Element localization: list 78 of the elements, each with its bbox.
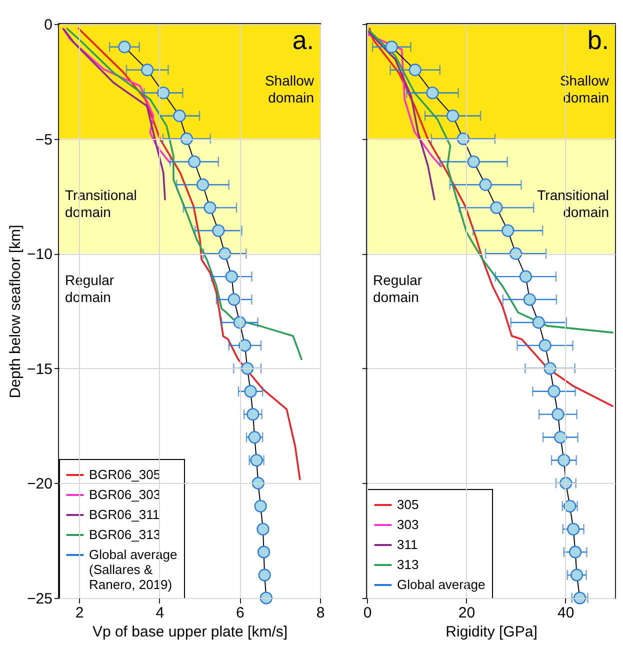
point <box>233 316 246 329</box>
point <box>519 270 532 283</box>
legend-label: 311 <box>397 537 418 552</box>
x-axis-title: Vp of base upper plate [km/s] <box>92 624 288 640</box>
point <box>532 316 545 329</box>
point <box>157 86 170 100</box>
point <box>552 408 564 421</box>
point <box>218 247 232 260</box>
y-axis-title: Depth below seafloor [km] <box>7 224 24 398</box>
point <box>188 155 201 168</box>
point <box>212 224 225 237</box>
point <box>173 110 186 122</box>
x-tick-label: 6 <box>236 604 244 622</box>
point <box>570 568 584 582</box>
point <box>257 546 270 558</box>
legend-label: BGR06_305 <box>89 467 161 482</box>
x-tick-label: 4 <box>156 604 164 622</box>
point <box>196 178 210 192</box>
legend-label: BGR06_313 <box>89 527 161 542</box>
point <box>244 385 257 398</box>
point <box>225 270 238 283</box>
x-tick-label: 40 <box>558 604 574 622</box>
legend-label: BGR06_303 <box>89 487 161 502</box>
x-tick-label: 8 <box>316 604 325 622</box>
point <box>254 500 267 512</box>
point <box>141 64 154 76</box>
annotation: a. <box>292 25 314 55</box>
legend-label: 305 <box>397 497 419 512</box>
point <box>502 224 514 237</box>
annotation: b. <box>587 25 609 55</box>
band-label: Transitional domain <box>65 187 137 220</box>
point <box>446 110 460 122</box>
band-label: Regular domain <box>65 272 114 306</box>
point <box>256 522 270 536</box>
y-tick-label: −5 <box>35 131 52 148</box>
band-label: Shallow domain <box>264 72 315 106</box>
point <box>554 430 567 444</box>
point <box>569 546 582 558</box>
y-tick-label: −25 <box>27 590 52 608</box>
point <box>260 592 272 604</box>
point <box>558 454 570 467</box>
point <box>252 476 264 490</box>
point <box>479 178 492 192</box>
point <box>228 293 240 306</box>
point <box>567 522 580 536</box>
point <box>548 385 560 398</box>
point <box>246 408 260 421</box>
point <box>523 293 536 306</box>
y-tick-label: 0 <box>44 16 52 34</box>
y-tick-label: −15 <box>27 360 52 378</box>
point <box>204 201 216 214</box>
point <box>467 155 480 168</box>
point <box>538 339 552 352</box>
y-tick-label: −20 <box>27 476 52 493</box>
point <box>385 40 398 54</box>
legend-label: 303 <box>397 517 419 532</box>
point <box>248 430 261 444</box>
x-tick-label: 2 <box>75 604 84 622</box>
legend-label: Global average (Sallares & Ranero, 2019) <box>89 547 178 592</box>
band-label: Regular domain <box>373 272 422 306</box>
band-label: Transitional domain <box>537 187 609 220</box>
point <box>490 201 503 214</box>
point <box>238 339 252 352</box>
point <box>258 568 271 582</box>
line-series <box>62 28 166 200</box>
x-tick-label: 20 <box>458 604 476 622</box>
x-tick-label: 0 <box>363 604 372 622</box>
y-tick-label: −10 <box>27 246 52 264</box>
point <box>180 132 193 146</box>
x-axis-title: Rigidity [GPa] <box>446 624 538 640</box>
point <box>426 86 439 100</box>
point <box>510 247 522 260</box>
point <box>118 40 131 54</box>
legend-label: BGR06_311 <box>89 507 160 522</box>
point <box>241 362 254 375</box>
point <box>408 64 422 76</box>
legend-label: 313 <box>397 557 419 572</box>
legend-label: Global average <box>397 577 486 592</box>
